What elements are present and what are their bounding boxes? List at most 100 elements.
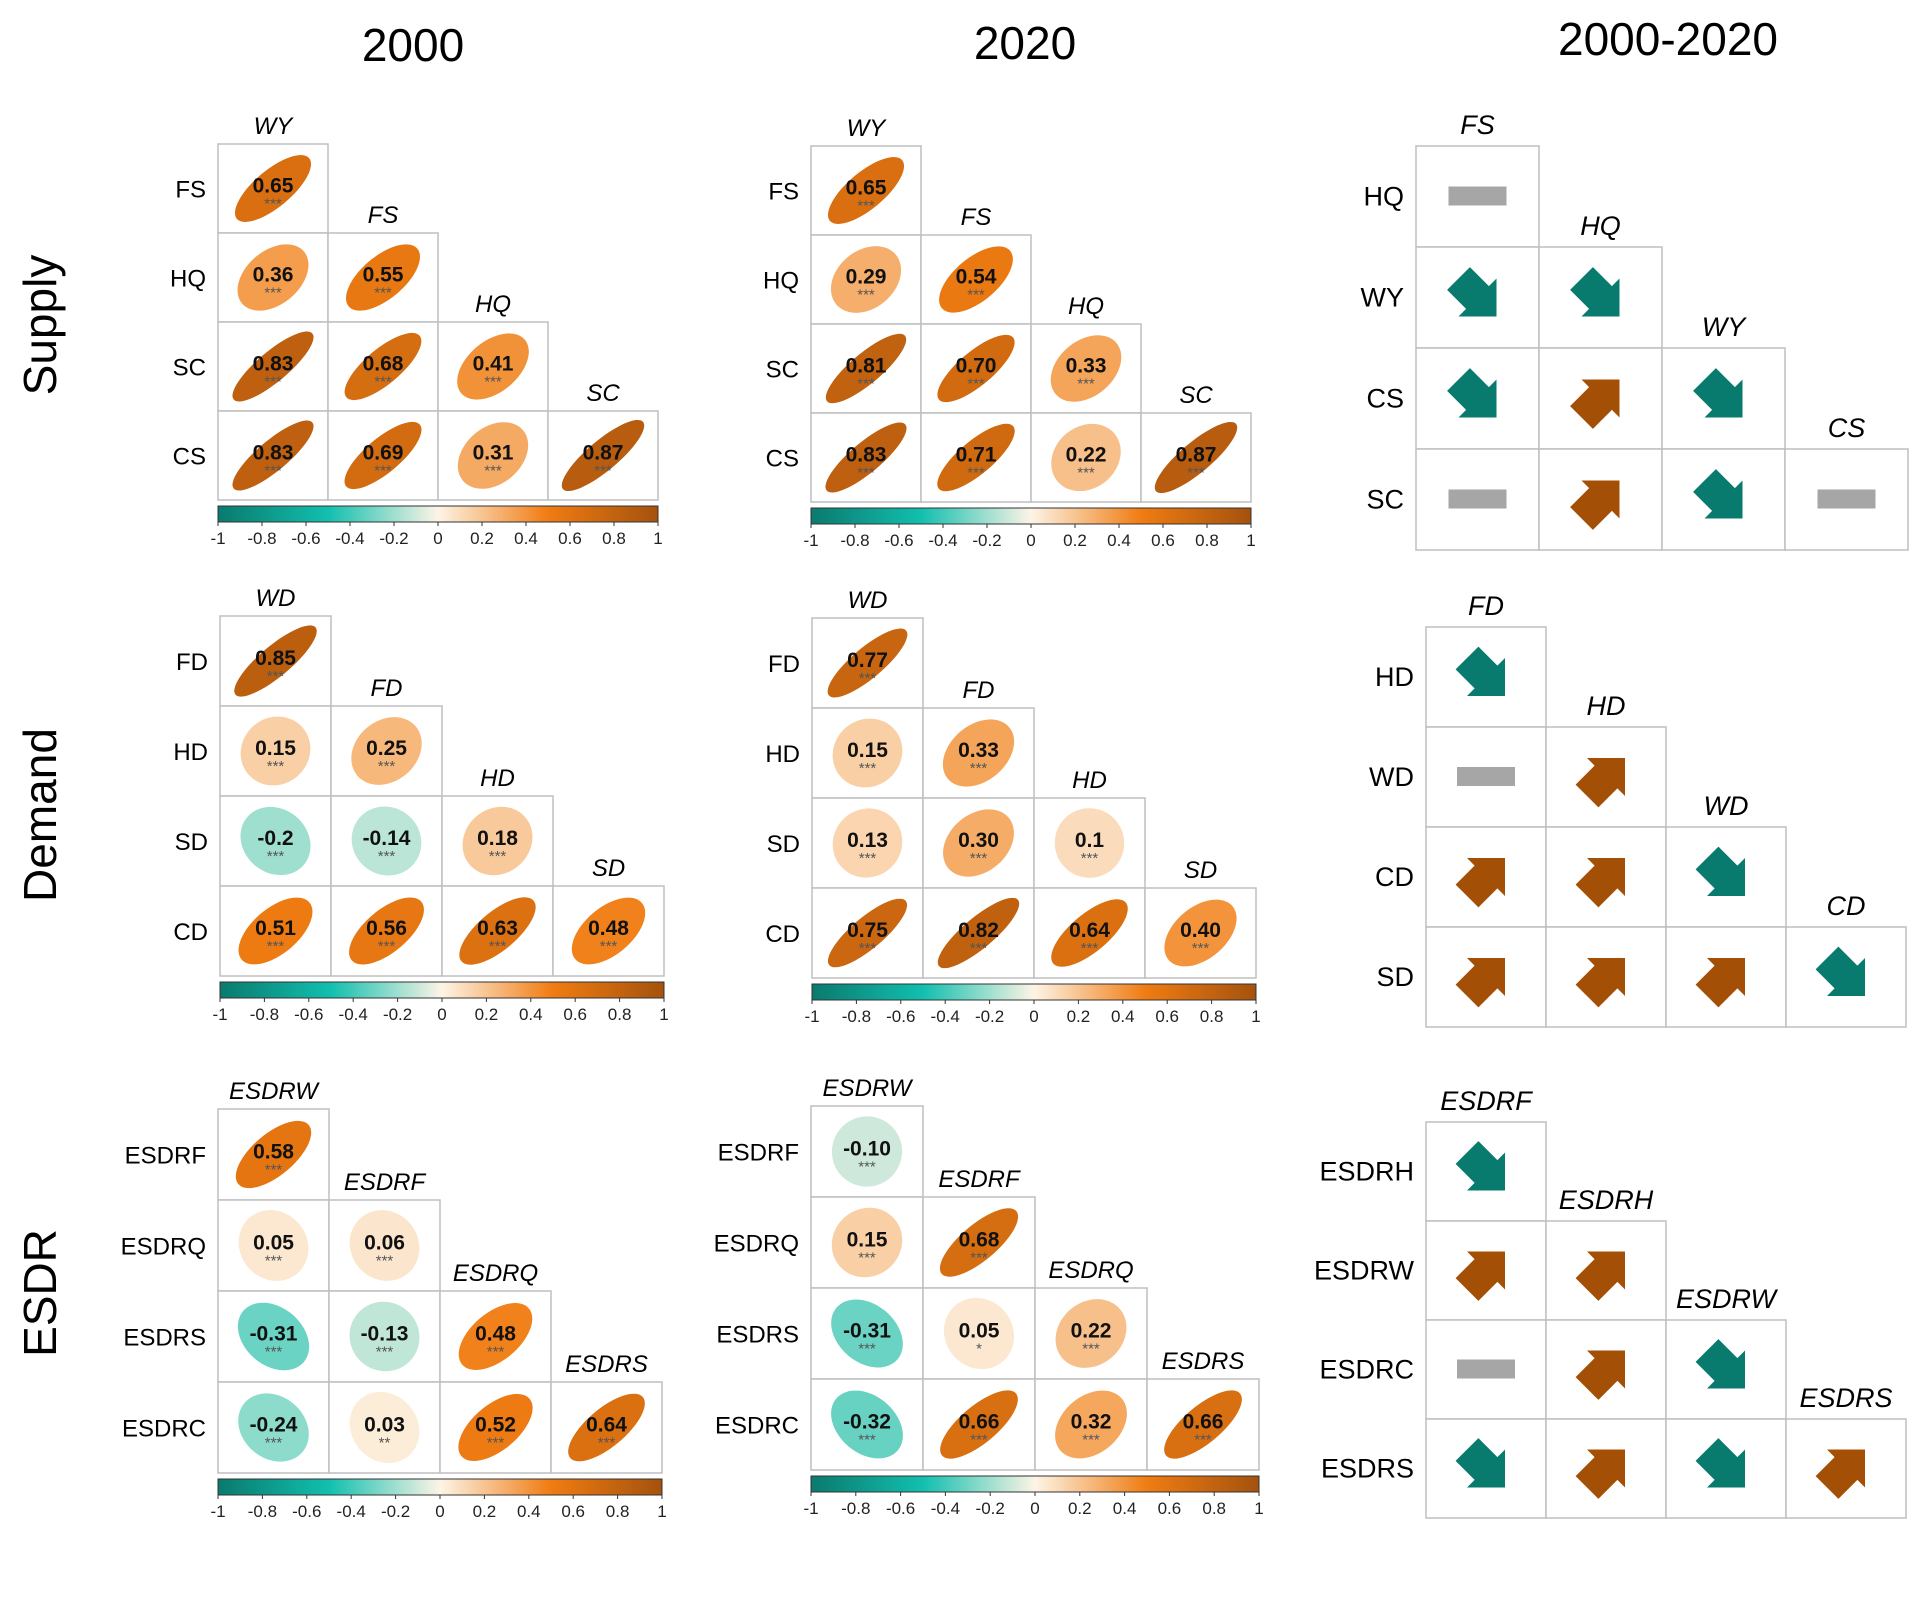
column-var-label: FD: [963, 677, 995, 704]
significance-stars: ***: [489, 938, 507, 955]
correlation-ellipse: [831, 1390, 903, 1459]
arrow-down-right-icon: [1455, 646, 1506, 697]
colorbar-tick-label: 0.6: [561, 1502, 585, 1521]
arrow-up-right-icon: [1815, 1449, 1865, 1499]
row-var-label: CD: [173, 919, 208, 946]
correlation-value-label: -0.31: [843, 1320, 891, 1343]
column-var-label: ESDRW: [1676, 1284, 1779, 1314]
arrow-down-right-icon: [1695, 1438, 1746, 1488]
arrow-up-right-icon: [1575, 758, 1625, 808]
significance-stars: ***: [967, 287, 985, 304]
row-var-label: HQ: [763, 268, 799, 295]
correlation-ellipse: [1055, 1299, 1127, 1368]
column-var-label: WD: [1704, 791, 1749, 821]
correlation-value-label: 0.15: [847, 739, 888, 762]
colorbar-tick-label: 0.2: [1068, 1499, 1092, 1518]
correlation-value-label: 0.58: [253, 1141, 294, 1164]
row-var-label: CS: [1366, 384, 1404, 414]
correlation-value-label: -0.10: [843, 1138, 891, 1161]
correlation-value-label: -0.32: [843, 1411, 891, 1434]
row-var-label: CD: [765, 921, 800, 948]
significance-stars: ***: [859, 850, 877, 867]
correlation-ellipse: [827, 157, 905, 224]
significance-stars: ***: [376, 1344, 394, 1361]
no-change-bar-icon: [1457, 767, 1515, 786]
colorbar-tick-label: 0: [1026, 531, 1035, 550]
colorbar-tick-label: 0.2: [1063, 531, 1087, 550]
colorbar-tick-label: 0: [433, 529, 442, 548]
correlation-value-label: 0.54: [956, 266, 997, 289]
significance-stars: ***: [967, 376, 985, 393]
significance-stars: ***: [858, 1432, 876, 1449]
significance-stars: ***: [267, 848, 285, 865]
significance-stars: ***: [1081, 940, 1099, 957]
correlation-value-label: 0.13: [847, 829, 888, 852]
significance-stars: ***: [378, 758, 396, 775]
correlation-value-label: 0.69: [363, 442, 404, 465]
correlation-ellipse: [1050, 335, 1122, 402]
column-var-label: SD: [1184, 857, 1217, 884]
colorbar-tick-label: 0.6: [1158, 1499, 1182, 1518]
significance-stars: ***: [858, 1341, 876, 1358]
significance-stars: ***: [264, 285, 282, 302]
correlation-value-label: 0.33: [958, 739, 999, 762]
correlation-value-label: 0.66: [959, 1411, 1000, 1434]
colorbar: [217, 505, 659, 523]
significance-stars: ***: [265, 1253, 283, 1270]
significance-stars: ***: [858, 1159, 876, 1176]
row-var-label: ESDRQ: [714, 1231, 799, 1258]
row-var-label: ESDRH: [1319, 1157, 1414, 1187]
colorbar-tick-label: 1: [1251, 1007, 1260, 1026]
significance-stars: ***: [1077, 376, 1095, 393]
correlation-value-label: 0.68: [363, 353, 404, 376]
correlation-value-label: 0.65: [253, 175, 294, 198]
colorbar-tick-label: 0.2: [1067, 1007, 1091, 1026]
correlation-value-label: 0.22: [1071, 1320, 1112, 1343]
correlation-ellipse: [349, 1210, 420, 1281]
row-var-label: HD: [1375, 662, 1414, 692]
significance-stars: ***: [265, 1344, 283, 1361]
colorbar-tick-label: -0.8: [842, 1007, 871, 1026]
correlation-ellipse: [458, 1303, 533, 1370]
significance-stars: ***: [859, 670, 877, 687]
correlation-ellipse: [943, 809, 1014, 877]
significance-stars: ***: [487, 1435, 505, 1452]
correlation-value-label: 0.64: [1069, 919, 1110, 942]
colorbar-tick-label: -0.8: [248, 1502, 277, 1521]
correlation-ellipse: [346, 244, 420, 311]
significance-stars: ***: [970, 850, 988, 867]
supply-2020-corr-matrix: WYFSHQSCFSHQSCCS0.65***0.29***0.54***0.8…: [763, 115, 1256, 550]
row-var-label: WD: [1369, 762, 1414, 792]
correlation-ellipse: [832, 718, 903, 788]
significance-stars: ***: [857, 198, 875, 215]
colorbar-tick-label: -0.2: [975, 1007, 1004, 1026]
correlation-value-label: 0.48: [475, 1323, 516, 1346]
correlation-value-label: 0.81: [846, 355, 887, 378]
correlation-ellipse: [568, 1393, 645, 1462]
row-var-label: HD: [765, 741, 800, 768]
esdr-2020-corr-matrix: ESDRW ESDRF ESDRQ ESDRS ESDRF ESDRQ ESDRS ESDRC…: [714, 1075, 1264, 1518]
colorbar-tick-label: 0: [435, 1502, 444, 1521]
colorbar-tick-label: 0.6: [1155, 1007, 1179, 1026]
correlation-ellipse: [825, 333, 907, 404]
correlation-ellipse: [827, 898, 908, 968]
colorbar: [810, 1475, 1260, 1493]
row-var-label: SD: [175, 829, 208, 856]
esdr-2000-corr-matrix: ESDRW ESDRF ESDRQ ESDRS ESDRF ESDRQ ESDRS ESDRC…: [121, 1078, 667, 1521]
correlation-ellipse: [457, 333, 529, 400]
colorbar-tick-label: 0.4: [1113, 1499, 1137, 1518]
column-var-label: WD: [256, 585, 296, 612]
colorbar-tick-label: 0.4: [1111, 1007, 1135, 1026]
correlation-ellipse: [462, 806, 533, 876]
colorbar-tick-label: -0.6: [886, 1007, 915, 1026]
colorbar-tick-label: 1: [653, 529, 662, 548]
correlation-ellipse: [232, 331, 314, 402]
no-change-bar-icon: [1448, 489, 1507, 509]
row-var-label: ESDRS: [1321, 1454, 1414, 1484]
colorbar-tick-label: 0.4: [514, 529, 538, 548]
correlation-value-label: -0.13: [361, 1323, 409, 1346]
correlation-value-label: 0.77: [847, 649, 888, 672]
colorbar-tick-label: 0.6: [1151, 531, 1175, 550]
correlation-value-label: 0.64: [586, 1414, 627, 1437]
significance-stars: ***: [264, 463, 282, 480]
